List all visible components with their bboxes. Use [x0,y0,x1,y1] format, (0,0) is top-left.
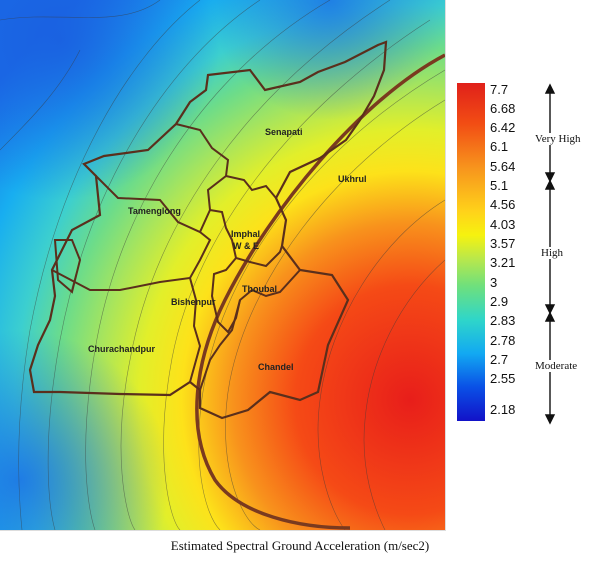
district-label-ukhrul: Ukhrul [338,174,367,184]
range-label-high: High [540,247,564,259]
legend-values: 7.7 6.68 6.42 6.1 5.64 5.1 4.56 4.03 3.5… [490,83,530,421]
district-label-tamenglong: Tamenglong [128,206,181,216]
district-label-imphal: Imphal [231,229,260,239]
legend-value: 2.18 [490,402,516,417]
district-label-imphal-we: W & E [233,241,259,251]
legend-value: 6.42 [490,120,516,135]
legend-value: 5.1 [490,178,509,193]
moderate-arrow-up-icon [544,311,556,322]
legend-value: 5.64 [490,159,516,174]
legend-value: 3 [490,275,498,290]
very-high-arrow-down-icon [544,172,556,183]
map-caption: Estimated Spectral Ground Acceleration (… [170,538,430,553]
high-arrow-up-icon [544,179,556,190]
legend-value: 2.7 [490,352,509,367]
district-label-bishenpur: Bishenpur [171,297,216,307]
range-label-moderate: Moderate [534,360,579,372]
hazard-zone-boundary [195,53,445,530]
high-arrow-down-icon [544,304,556,315]
district-boundaries [51,123,301,391]
legend-value: 4.03 [490,217,516,232]
legend-value: 3.21 [490,255,516,270]
heat-surface-low-north [0,0,445,530]
very-high-arrow-up-icon [544,83,556,94]
legend-value: 2.78 [490,333,516,348]
legend-value: 4.56 [490,197,516,212]
range-label-very-high: Very High [534,133,582,145]
legend-value: 7.7 [490,82,509,97]
district-label-chandel: Chandel [258,362,294,372]
state-outline [28,40,388,420]
district-label-senapati: Senapati [265,127,303,137]
legend-value: 2.55 [490,371,516,386]
legend-value: 2.9 [490,294,509,309]
legend-color-bar [457,83,485,421]
legend-value: 2.83 [490,313,516,328]
legend-value: 6.68 [490,101,516,116]
district-label-churachandpur: Churachandpur [88,344,156,354]
district-label-thoubal: Thoubal [242,284,277,294]
hazard-map: Senapati Ukhrul Tamenglong Imphal W & E … [0,0,446,531]
hazard-map-svg: Senapati Ukhrul Tamenglong Imphal W & E … [0,0,445,530]
moderate-arrow-down-icon [544,414,556,425]
legend-value: 3.57 [490,236,516,251]
legend-value: 6.1 [490,139,509,154]
